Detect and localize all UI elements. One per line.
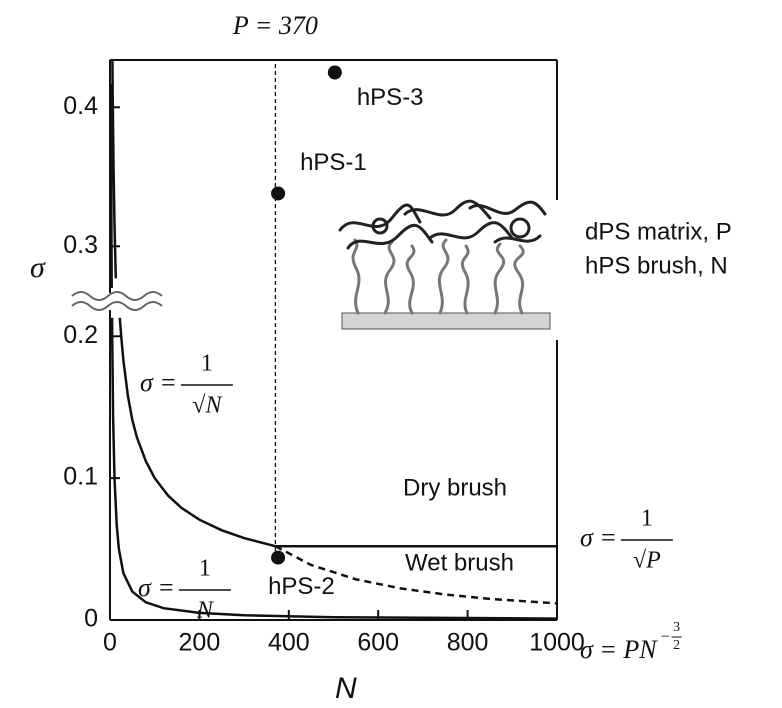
formula-text: √P <box>633 548 661 574</box>
y-tick-label: 0.2 <box>63 321 98 349</box>
inset-sketch <box>330 199 555 340</box>
data-point <box>271 550 286 565</box>
point-label: hPS-1 <box>300 149 367 176</box>
region-label: Wet brush <box>405 549 514 576</box>
y-tick-label: 0.4 <box>63 92 98 120</box>
formula-text: σ = PN <box>580 635 658 664</box>
inset-label: hPS brush, N <box>585 252 728 279</box>
formula: σ = PN −3 2 <box>580 620 682 664</box>
x-tick-label: 200 <box>179 629 221 657</box>
formula-text: 1 <box>201 351 213 377</box>
formula-text: σ = <box>138 573 175 602</box>
formula-text: √N <box>192 393 223 419</box>
reference-label: P = 370 <box>232 11 318 40</box>
series-line <box>111 59 276 548</box>
region-label: Dry brush <box>403 474 507 501</box>
x-tick-label: 600 <box>357 629 399 657</box>
x-axis-label: N <box>335 672 357 705</box>
point-label: hPS-3 <box>357 84 424 111</box>
data-point <box>327 65 342 80</box>
point-label: hPS-2 <box>268 573 335 600</box>
inset-label: dPS matrix, P <box>585 218 732 245</box>
axis-break <box>71 291 163 301</box>
formula-text: N <box>196 598 215 624</box>
formula: σ = 1 √N <box>140 351 233 419</box>
formula-text: − <box>661 629 670 646</box>
formula: σ = 1 √P <box>580 506 673 574</box>
x-tick-label: 400 <box>268 629 310 657</box>
y-axis-label: σ <box>30 251 46 284</box>
x-tick-label: 800 <box>447 629 489 657</box>
formula-text: 1 <box>641 506 653 532</box>
formula-text: 3 <box>673 620 680 635</box>
y-tick-label: 0.1 <box>63 463 98 491</box>
series-line <box>109 83 558 620</box>
axis-break <box>71 301 163 311</box>
y-tick-label: 0 <box>84 605 98 633</box>
formula-text: σ = <box>580 523 617 552</box>
y-tick-label: 0.3 <box>63 231 98 259</box>
formula-text: 2 <box>673 638 680 653</box>
formula: σ = 1 N <box>138 556 231 624</box>
x-tick-label: 1000 <box>529 629 585 657</box>
formula-text: σ = <box>140 368 177 397</box>
series-line <box>274 545 558 605</box>
x-tick-label: 0 <box>103 629 117 657</box>
data-point <box>271 186 286 201</box>
formula-text: 1 <box>199 556 211 582</box>
